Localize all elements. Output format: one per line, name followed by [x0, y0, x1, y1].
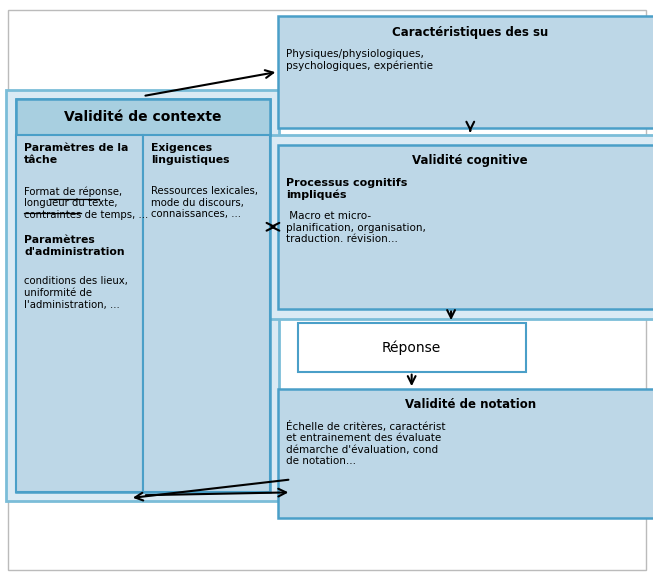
Text: Exigences
linguistiques: Exigences linguistiques: [151, 143, 230, 165]
Text: Validité de notation: Validité de notation: [405, 398, 536, 411]
Text: Macro et micro-
planification, organisation,
traduction. révision...: Macro et micro- planification, organisat…: [286, 211, 426, 244]
Text: Ressources lexicales,
mode du discours,
connaissances, ...: Ressources lexicales, mode du discours, …: [151, 186, 258, 219]
Text: Réponse: Réponse: [382, 340, 441, 355]
Bar: [266, 134, 654, 319]
Text: Format de réponse,
longueur du texte,
contraintes de temps, ...: Format de réponse, longueur du texte, co…: [24, 186, 148, 220]
Text: Validité cognitive: Validité cognitive: [413, 153, 528, 167]
Text: Processus cognitifs
impliqués: Processus cognitifs impliqués: [286, 178, 407, 200]
Bar: [278, 16, 654, 128]
Bar: [16, 134, 143, 492]
Bar: [16, 99, 269, 134]
Bar: [278, 389, 654, 518]
Text: Caractéristiques des su: Caractéristiques des su: [392, 26, 549, 39]
Bar: [143, 134, 269, 492]
Text: Paramètres de la
tâche: Paramètres de la tâche: [24, 143, 129, 165]
Text: Échelle de critères, caractérist
et entrainement des évaluate
démarche d'évaluat: Échelle de critères, caractérist et entr…: [286, 421, 445, 466]
Text: conditions des lieux,
uniformité de
l'administration, ...: conditions des lieux, uniformité de l'ad…: [24, 276, 128, 310]
Text: Paramètres
d'administration: Paramètres d'administration: [24, 235, 125, 257]
Text: Physiques/physiologiques,
psychologiques, expérientie: Physiques/physiologiques, psychologiques…: [286, 49, 433, 71]
Bar: [298, 323, 526, 372]
Text: Validité de contexte: Validité de contexte: [64, 110, 222, 124]
Bar: [6, 91, 279, 501]
Bar: [278, 145, 654, 309]
Bar: [16, 99, 269, 492]
